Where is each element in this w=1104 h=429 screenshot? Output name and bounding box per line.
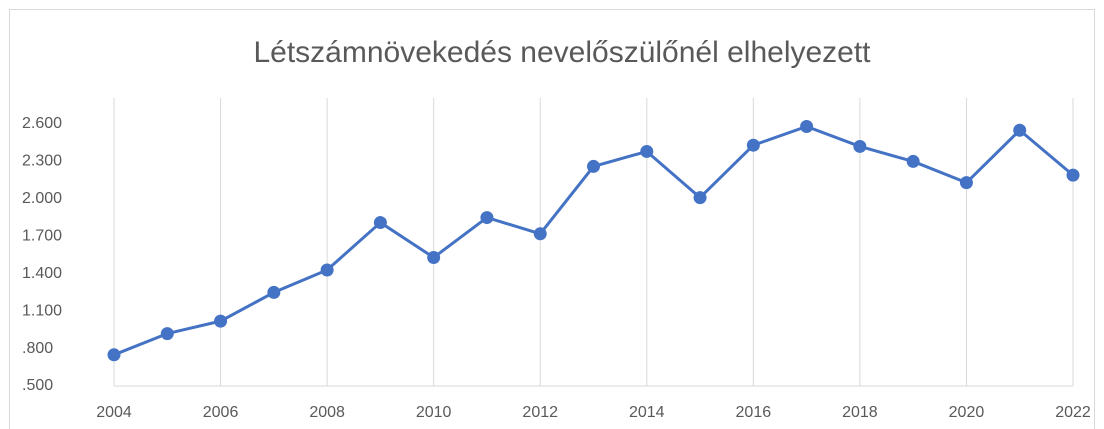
data-point (160, 327, 174, 341)
y-tick-label: .500 (22, 377, 53, 394)
data-point (427, 250, 441, 264)
x-tick-label: 2020 (949, 404, 985, 421)
data-point (906, 154, 920, 168)
data-point (693, 191, 707, 205)
data-point (267, 285, 281, 299)
data-point (373, 216, 387, 230)
data-point (640, 144, 654, 158)
data-point (214, 314, 228, 328)
data-point (1066, 168, 1080, 182)
data-point (480, 211, 494, 225)
x-tick-label: 2004 (96, 404, 132, 421)
chart-title: Létszámnövekedés nevelőszülőnél elhelyez… (253, 36, 871, 69)
y-tick-label: 1.100 (22, 302, 62, 319)
x-tick-label: 2010 (416, 404, 452, 421)
x-tick-label: 2008 (309, 404, 345, 421)
y-tick-label: 1.700 (22, 228, 62, 245)
y-tick-label: 2.600 (22, 115, 62, 132)
x-tick-label: 2012 (522, 404, 558, 421)
y-tick-label: 1.400 (22, 265, 62, 282)
x-tick-label: 2022 (1055, 404, 1091, 421)
data-point (853, 139, 867, 153)
x-tick-label: 2006 (203, 404, 239, 421)
y-tick-label: 2.300 (22, 153, 62, 170)
y-tick-label: .800 (22, 340, 53, 357)
data-point (959, 176, 973, 190)
data-point (533, 227, 547, 241)
data-point (107, 348, 121, 362)
data-point (746, 138, 760, 152)
x-tick-label: 2016 (736, 404, 772, 421)
data-point (1013, 123, 1027, 137)
x-tick-label: 2014 (629, 404, 665, 421)
y-tick-label: 2.000 (22, 190, 62, 207)
data-point (587, 159, 600, 173)
x-tick-label: 2018 (842, 404, 878, 421)
data-point (800, 119, 814, 133)
data-point (320, 263, 334, 277)
